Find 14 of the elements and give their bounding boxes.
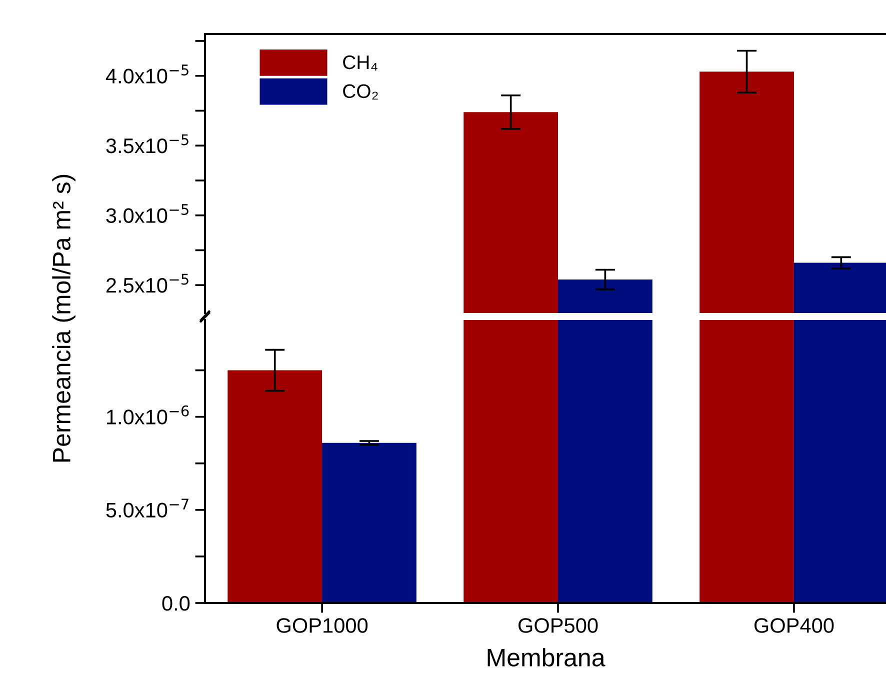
y-tick-label: 3.0x10$^{−5}$ xyxy=(106,204,188,223)
x-tick-label: GOP400 xyxy=(754,618,834,633)
legend-label: CH₄ xyxy=(343,55,378,71)
y-tick-label: 5.0x10$^{−7}$ xyxy=(106,498,188,518)
y-axis-title: Permeancia (mol/Pa m² s) xyxy=(52,174,76,462)
y-tick-label: 3.5x10$^{−5}$ xyxy=(106,134,188,154)
y-tick-label: 4.0x10$^{−5}$ xyxy=(106,64,188,84)
x-tick-label: GOP1000 xyxy=(276,618,368,633)
x-tick-label: GOP500 xyxy=(518,618,598,633)
legend-label: CO₂ xyxy=(343,84,378,100)
y-tick-label: 2.5x10$^{−5}$ xyxy=(106,274,188,293)
y-tick-label: 0.0 xyxy=(162,596,190,611)
y-tick-label: 1.0x10$^{−6}$ xyxy=(107,405,189,424)
x-axis-title: Membrana xyxy=(488,648,606,666)
